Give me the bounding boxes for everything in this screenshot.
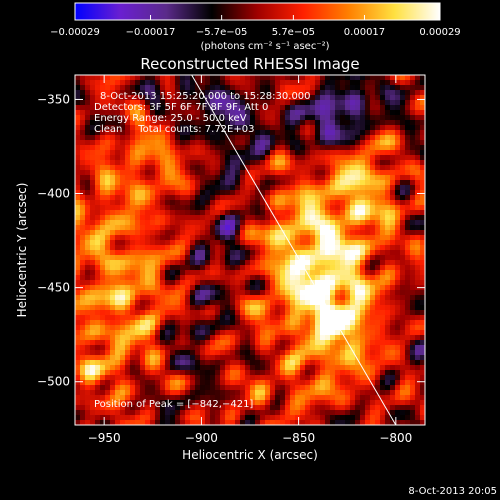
y-tick-label: −350 xyxy=(37,92,70,106)
colorbar-tick-label: 5.7e−05 xyxy=(272,27,315,38)
colorbar-tick-label: 0.00029 xyxy=(419,27,460,38)
y-tick-label: −400 xyxy=(37,187,70,201)
x-tick-label: −800 xyxy=(379,431,412,445)
heatmap-image xyxy=(75,75,425,425)
chart-title: Reconstructed RHESSI Image xyxy=(140,55,359,73)
x-axis-title: Heliocentric X (arcsec) xyxy=(182,448,318,462)
x-tick-label: −850 xyxy=(282,431,315,445)
x-tick-label: −950 xyxy=(88,431,121,445)
annotation-time-range: 8-Oct-2013 15:25:20.000 to 15:28:30.000 xyxy=(100,91,311,102)
footer-date: 8-Oct-2013 20:05 xyxy=(408,486,497,497)
y-axis-title: Heliocentric Y (arcsec) xyxy=(15,183,29,318)
y-axis-ticks: −350 −400 −450 −500 xyxy=(37,92,425,389)
colorbar xyxy=(74,2,441,21)
y-tick-label: −450 xyxy=(37,281,70,295)
plot-frame xyxy=(74,74,426,426)
annotation-detectors: Detectors: 3F 5F 6F 7F 8F 9F, Att 0 xyxy=(94,102,268,113)
peak-position-label: Position of Peak = [−842,−421] xyxy=(94,399,253,410)
colorbar-tick-label: −0.00029 xyxy=(50,27,100,38)
colorbar-tick-label: 0.00017 xyxy=(344,27,385,38)
colorbar-tick-label: −0.00017 xyxy=(126,27,176,38)
colorbar-unit-label: (photons cm⁻² s⁻¹ asec⁻²) xyxy=(200,41,329,52)
y-tick-label: −500 xyxy=(37,375,70,389)
colorbar-tick-label: −5.7e−05 xyxy=(196,27,248,38)
solar-limb-line xyxy=(191,75,397,425)
x-tick-label: −900 xyxy=(185,431,218,445)
annotation-energy-range: Energy Range: 25.0 - 50.0 keV xyxy=(94,113,247,124)
x-axis-ticks: −950 −900 −850 −800 xyxy=(88,75,412,445)
annotation-clean-counts: Clean Total counts: 7.72E+03 xyxy=(94,124,254,135)
colorbar-ticks: −0.00029 −0.00017 −5.7e−05 5.7e−05 0.00017 0.… xyxy=(50,15,461,38)
